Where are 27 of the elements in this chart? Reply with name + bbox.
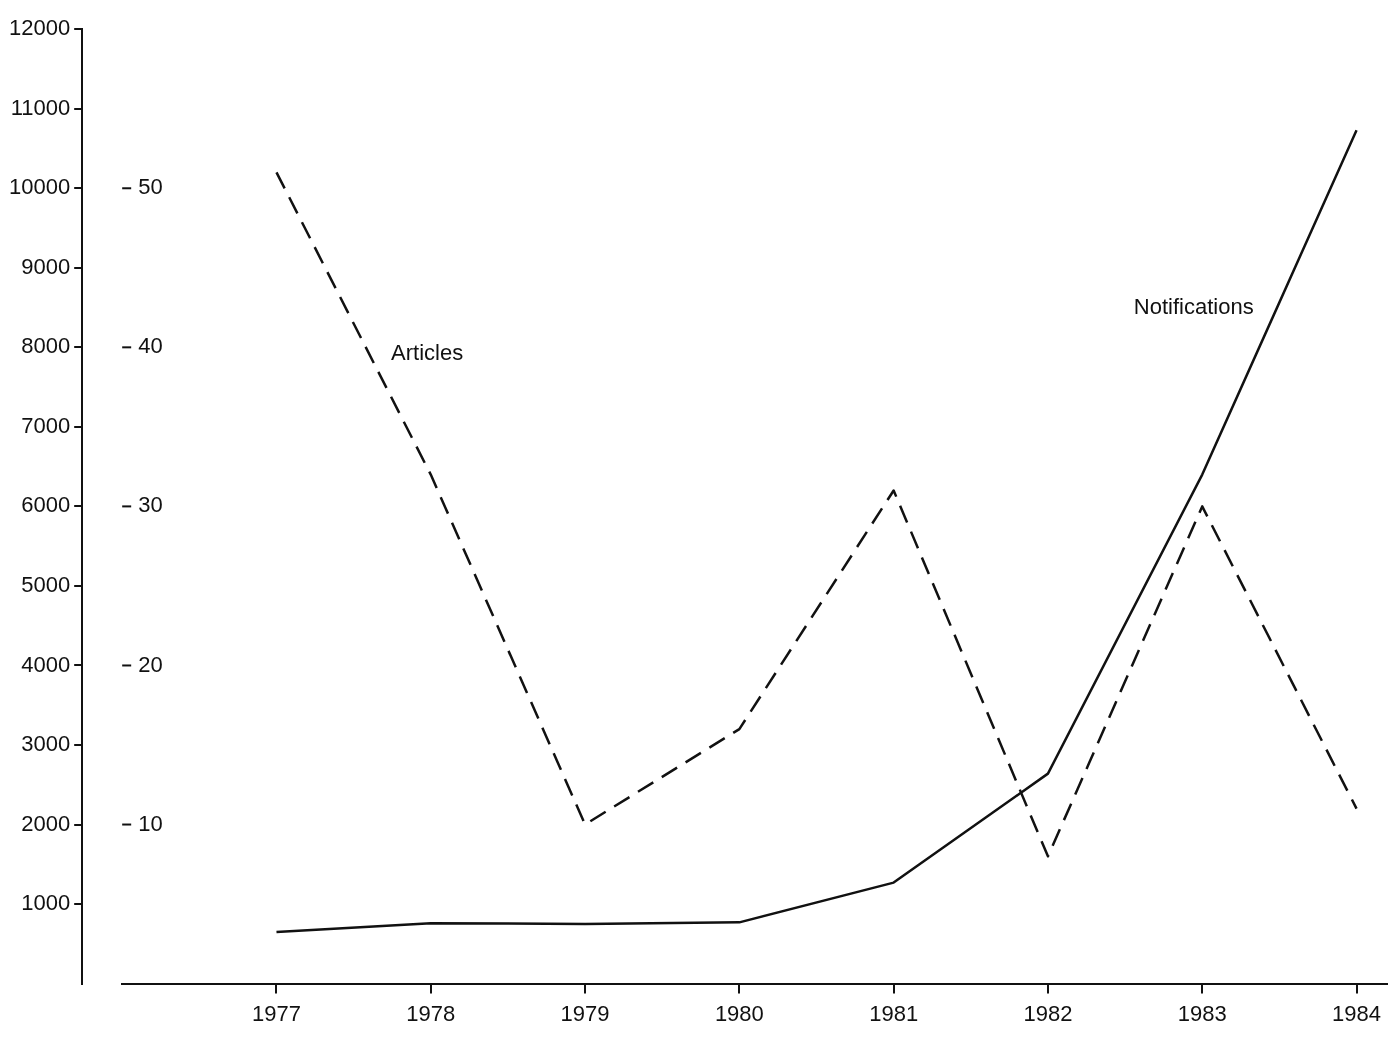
y-tick-label: 3000 xyxy=(21,731,71,757)
y-tick-label: 12000 xyxy=(8,15,71,41)
x-tick-label: 1982 xyxy=(1023,1000,1073,1026)
y2-tick-label: 20 xyxy=(138,651,163,677)
y-tick-label: 1000 xyxy=(21,890,71,916)
y-tick-label: 11000 xyxy=(10,94,71,120)
y-tick-label: 4000 xyxy=(21,651,71,677)
x-tick-label: 1979 xyxy=(560,1000,610,1026)
series-label: Articles xyxy=(391,339,464,365)
y-tick-label: 10000 xyxy=(8,174,71,200)
y-tick-label: 7000 xyxy=(21,412,71,438)
x-tick-label: 1977 xyxy=(251,1000,301,1026)
x-tick-label: 1983 xyxy=(1177,1000,1227,1026)
y-tick-label: 5000 xyxy=(21,572,71,597)
y2-tick-label: 10 xyxy=(138,810,163,836)
series-label: Notifications xyxy=(1133,293,1254,319)
y-tick-label: 9000 xyxy=(21,253,71,279)
x-tick-label: 1984 xyxy=(1332,1000,1382,1026)
y-tick-label: 2000 xyxy=(21,810,71,836)
x-tick-label: 1980 xyxy=(714,1000,764,1026)
x-tick-label: 1981 xyxy=(869,1000,919,1026)
x-tick-label: 1978 xyxy=(406,1000,456,1026)
y2-tick-label: 50 xyxy=(138,174,163,200)
y-tick-label: 6000 xyxy=(21,492,71,518)
y-tick-label: 8000 xyxy=(21,333,71,359)
y2-tick-label: 40 xyxy=(138,333,163,359)
y2-tick-label: 30 xyxy=(138,492,163,518)
